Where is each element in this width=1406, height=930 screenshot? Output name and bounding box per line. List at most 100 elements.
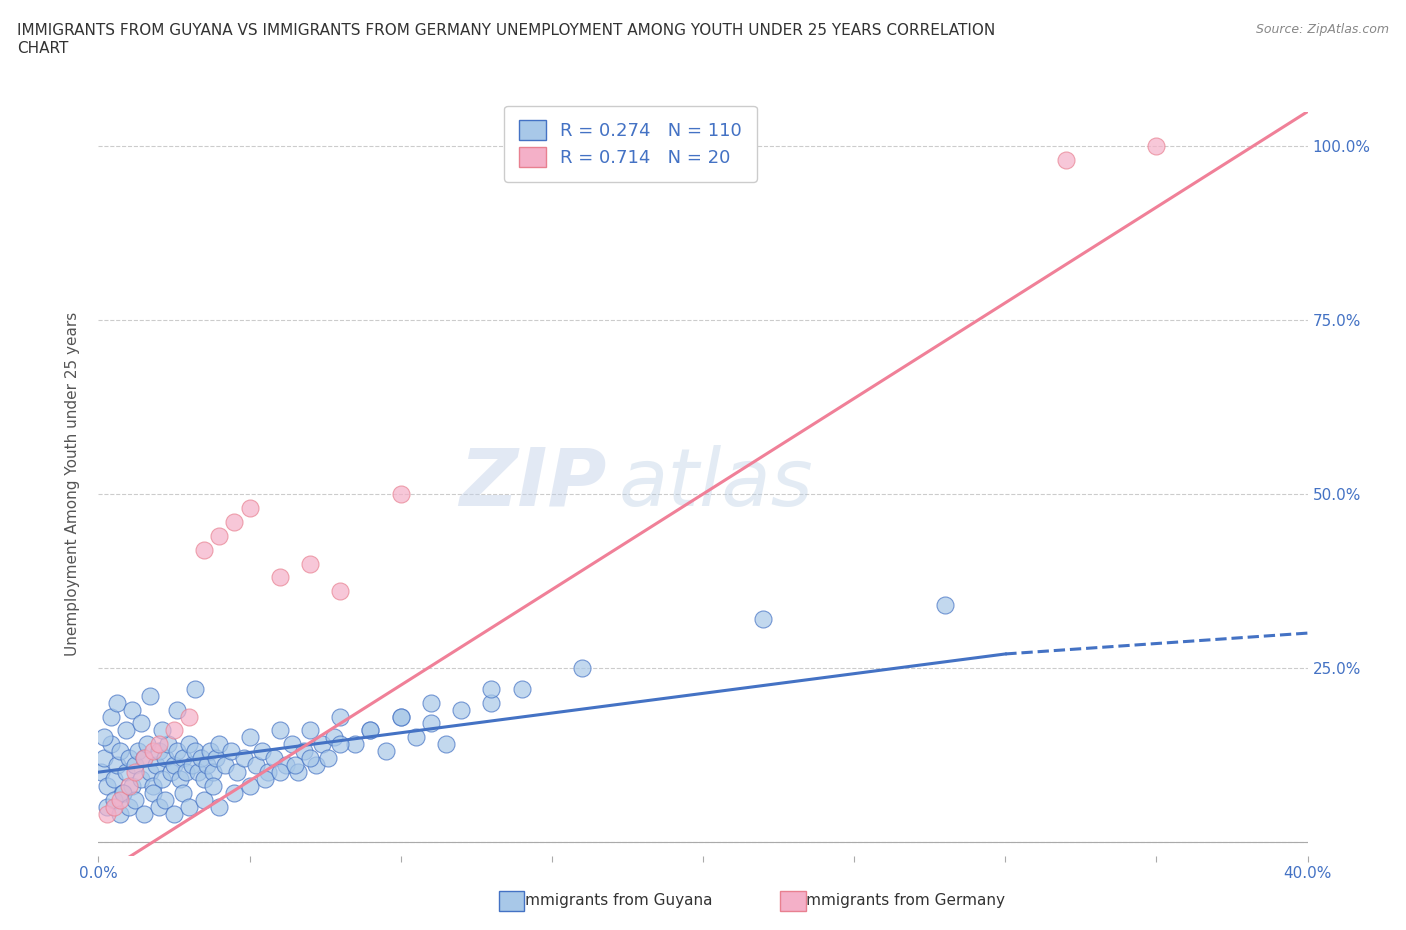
Point	[360, 723, 382, 737]
Point	[305, 758, 328, 773]
Point	[150, 723, 173, 737]
Point	[202, 778, 225, 793]
Point	[481, 682, 503, 697]
Point	[202, 764, 225, 779]
Point	[752, 612, 775, 627]
Point	[187, 764, 209, 779]
Point	[148, 737, 170, 751]
Point	[269, 723, 291, 737]
Point	[269, 570, 291, 585]
Point	[323, 730, 346, 745]
Point	[172, 751, 194, 765]
Point	[132, 751, 155, 765]
Point	[142, 744, 165, 759]
Point	[184, 744, 207, 759]
Point	[193, 792, 215, 807]
Point	[105, 696, 128, 711]
Point	[299, 556, 322, 571]
Point	[389, 709, 412, 724]
Point	[93, 730, 115, 745]
Point	[1054, 153, 1077, 167]
Point	[179, 709, 201, 724]
Point	[105, 758, 128, 773]
Point	[190, 751, 212, 765]
Point	[153, 751, 176, 765]
Point	[142, 778, 165, 793]
Point	[284, 758, 307, 773]
Point	[374, 744, 396, 759]
Point	[124, 764, 146, 779]
Point	[135, 737, 157, 751]
Point	[108, 744, 131, 759]
Point	[253, 772, 276, 787]
Point	[481, 696, 503, 711]
Point	[163, 806, 186, 821]
Point	[274, 758, 297, 773]
Point	[100, 709, 122, 724]
Point	[1144, 139, 1167, 153]
Point	[193, 542, 215, 557]
Point	[287, 764, 309, 779]
Point	[132, 806, 155, 821]
Point	[179, 800, 201, 815]
Point	[208, 528, 231, 543]
Point	[124, 758, 146, 773]
Text: Immigrants from Germany: Immigrants from Germany	[787, 893, 1005, 908]
Point	[208, 800, 231, 815]
Point	[163, 723, 186, 737]
Point	[450, 702, 472, 717]
Point	[316, 751, 339, 765]
Point	[299, 751, 322, 765]
Point	[329, 709, 352, 724]
Point	[360, 723, 382, 737]
Point	[389, 486, 412, 501]
Point	[127, 744, 149, 759]
Text: Source: ZipAtlas.com: Source: ZipAtlas.com	[1256, 23, 1389, 36]
Point	[142, 786, 165, 801]
Point	[434, 737, 457, 751]
Point	[145, 758, 167, 773]
Text: atlas: atlas	[619, 445, 813, 523]
Point	[239, 730, 262, 745]
Y-axis label: Unemployment Among Youth under 25 years: Unemployment Among Youth under 25 years	[65, 312, 80, 656]
Point	[172, 786, 194, 801]
Point	[100, 737, 122, 751]
Point	[329, 737, 352, 751]
Point	[148, 800, 170, 815]
Point	[114, 764, 136, 779]
Point	[232, 751, 254, 765]
Point	[389, 709, 412, 724]
Point	[132, 751, 155, 765]
Point	[169, 772, 191, 787]
Text: Immigrants from Guyana: Immigrants from Guyana	[506, 893, 713, 908]
Point	[103, 772, 125, 787]
Point	[269, 764, 291, 779]
Point	[118, 751, 141, 765]
Point	[195, 758, 218, 773]
Point	[118, 800, 141, 815]
Point	[124, 792, 146, 807]
Point	[129, 772, 152, 787]
Point	[108, 792, 131, 807]
Point	[239, 500, 262, 515]
Point	[420, 696, 443, 711]
Point	[571, 660, 593, 675]
Point	[934, 598, 956, 613]
Point	[93, 751, 115, 765]
Point	[510, 682, 533, 697]
Point	[292, 744, 315, 759]
Point	[239, 778, 262, 793]
Point	[163, 758, 186, 773]
Point	[193, 772, 215, 787]
Point	[108, 806, 131, 821]
Point	[299, 723, 322, 737]
Point	[139, 764, 162, 779]
Point	[139, 688, 162, 703]
Point	[90, 764, 112, 779]
Point	[103, 800, 125, 815]
Point	[344, 737, 367, 751]
Point	[226, 764, 249, 779]
Point	[96, 806, 118, 821]
Point	[150, 772, 173, 787]
Point	[250, 744, 273, 759]
